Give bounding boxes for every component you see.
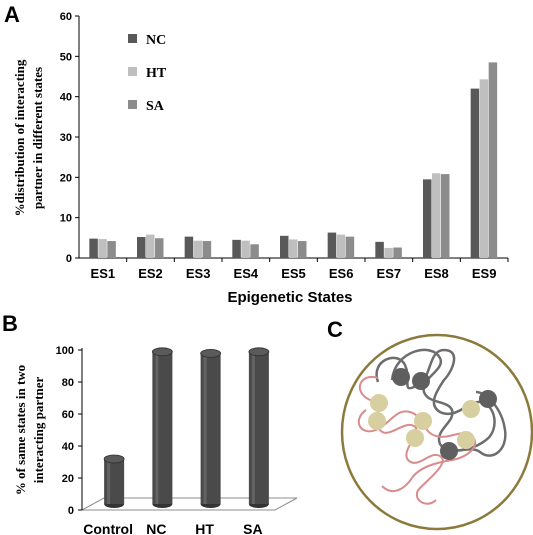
chart-a-ytick-label: 20	[60, 172, 72, 184]
chart-b-ylabel-line1: % of same states in two	[13, 365, 28, 495]
bead-light	[462, 400, 480, 418]
bar-nc	[89, 238, 98, 258]
bar-nc	[184, 236, 194, 258]
bar-ht	[241, 240, 250, 258]
chart-a-category-label: ES7	[377, 266, 402, 281]
bead-light	[457, 431, 475, 449]
bar-nc	[280, 235, 289, 258]
bar-ht	[479, 79, 489, 258]
chart-a-ytick-label: 30	[60, 132, 72, 144]
chart-a-ytick-label: 40	[60, 92, 72, 104]
chart-a-category-label: ES8	[424, 266, 449, 281]
chart-a-xlabel: Epigenetic States	[227, 289, 352, 306]
chart-a-category-label: ES5	[281, 266, 306, 281]
legend-label-nc: NC	[146, 33, 166, 48]
chart-b-category-label: HT	[195, 521, 214, 535]
cylinder-bar	[200, 348, 222, 508]
chart-a-ytick-label: 60	[60, 11, 72, 23]
diagram-c	[340, 333, 533, 531]
cylinder-bar	[151, 347, 173, 508]
chart-b-ylabel-line2: interacting partner	[31, 377, 46, 484]
cylinder-top	[151, 347, 173, 357]
bar-sa	[155, 238, 164, 258]
bar-ht	[289, 239, 298, 258]
chart-a-ytick-label: 50	[60, 51, 72, 63]
bar-sa	[202, 241, 212, 258]
chart-a-category-label: ES3	[186, 266, 211, 281]
chart-b-category-label: Control	[83, 521, 133, 535]
chart-a-ylabel-line2: partner in different states	[30, 67, 45, 209]
bar-ht	[146, 234, 155, 258]
bead-dark	[479, 390, 497, 408]
chart-b-ytick-label: 40	[62, 441, 74, 453]
legend-swatch-ht	[128, 67, 137, 76]
panel-letter-a: A	[4, 2, 20, 27]
cylinder-highlight	[251, 351, 255, 504]
chart-a-category-label: ES2	[138, 266, 163, 281]
bar-sa	[393, 247, 402, 258]
cylinder-bar	[103, 454, 125, 508]
chart-a-ytick-label: 10	[60, 213, 72, 225]
bar-sa	[107, 241, 116, 258]
bar-ht	[193, 240, 203, 258]
bar-nc	[470, 88, 480, 258]
cylinder-bar	[248, 347, 270, 508]
legend-swatch-sa	[128, 100, 137, 109]
chart-b-floor	[81, 497, 298, 511]
panel-letter-b: B	[2, 311, 18, 336]
bar-sa	[345, 236, 355, 258]
bar-sa	[488, 62, 498, 259]
bar-ht	[432, 173, 441, 258]
bar-ht	[336, 234, 346, 258]
bead-dark	[440, 442, 458, 460]
chart-b: % of same states in two interacting part…	[13, 345, 298, 535]
bar-sa	[441, 174, 450, 258]
chart-b-category-label: SA	[243, 521, 262, 535]
cylinder-top	[103, 454, 125, 464]
bead-dark	[412, 372, 430, 390]
chart-b-ytick-label: 60	[62, 409, 74, 421]
bead-dark	[392, 368, 410, 386]
bar-sa	[298, 241, 307, 258]
bead-light	[368, 412, 386, 430]
cylinder-top	[248, 347, 270, 357]
legend-label-sa: SA	[146, 99, 165, 114]
chart-b-ytick-label: 20	[62, 473, 74, 485]
bar-sa	[250, 244, 259, 258]
bead-light	[370, 394, 388, 412]
chart-a-ylabel-line1: %distribution of interacting	[12, 59, 27, 216]
chromatin-strand-gray-2	[390, 348, 507, 457]
legend-label-ht: HT	[146, 66, 167, 81]
chart-b-category-label: NC	[146, 521, 166, 535]
cylinder-highlight	[203, 353, 207, 504]
chart-a-category-label: ES1	[91, 266, 116, 281]
bar-nc	[423, 179, 432, 258]
bar-nc	[232, 239, 241, 258]
cylinder-highlight	[155, 351, 159, 504]
chart-b-ytick-label: 0	[68, 505, 74, 517]
bar-ht	[98, 239, 107, 258]
nucleus-circle	[340, 333, 533, 531]
chart-a-category-label: ES6	[329, 266, 354, 281]
bar-nc	[375, 241, 384, 258]
chart-a-ytick-label: 0	[66, 253, 72, 265]
bar-nc	[327, 232, 337, 258]
cylinder-highlight	[107, 459, 111, 504]
bar-nc	[137, 237, 146, 258]
chart-a-category-label: ES9	[472, 266, 497, 281]
chart-a-category-label: ES4	[234, 266, 259, 281]
chromatin-strand-pink-1	[358, 375, 444, 505]
bar-ht	[384, 247, 393, 258]
chart-b-ytick-label: 100	[56, 345, 74, 357]
cylinder-top	[200, 348, 222, 358]
bead-light	[406, 429, 424, 447]
bead-light	[414, 412, 432, 430]
chart-b-ytick-label: 80	[62, 377, 74, 389]
chart-a: %distribution of interacting partner in …	[12, 11, 509, 306]
legend-swatch-nc	[128, 34, 137, 43]
panel-letter-c: C	[327, 317, 343, 342]
